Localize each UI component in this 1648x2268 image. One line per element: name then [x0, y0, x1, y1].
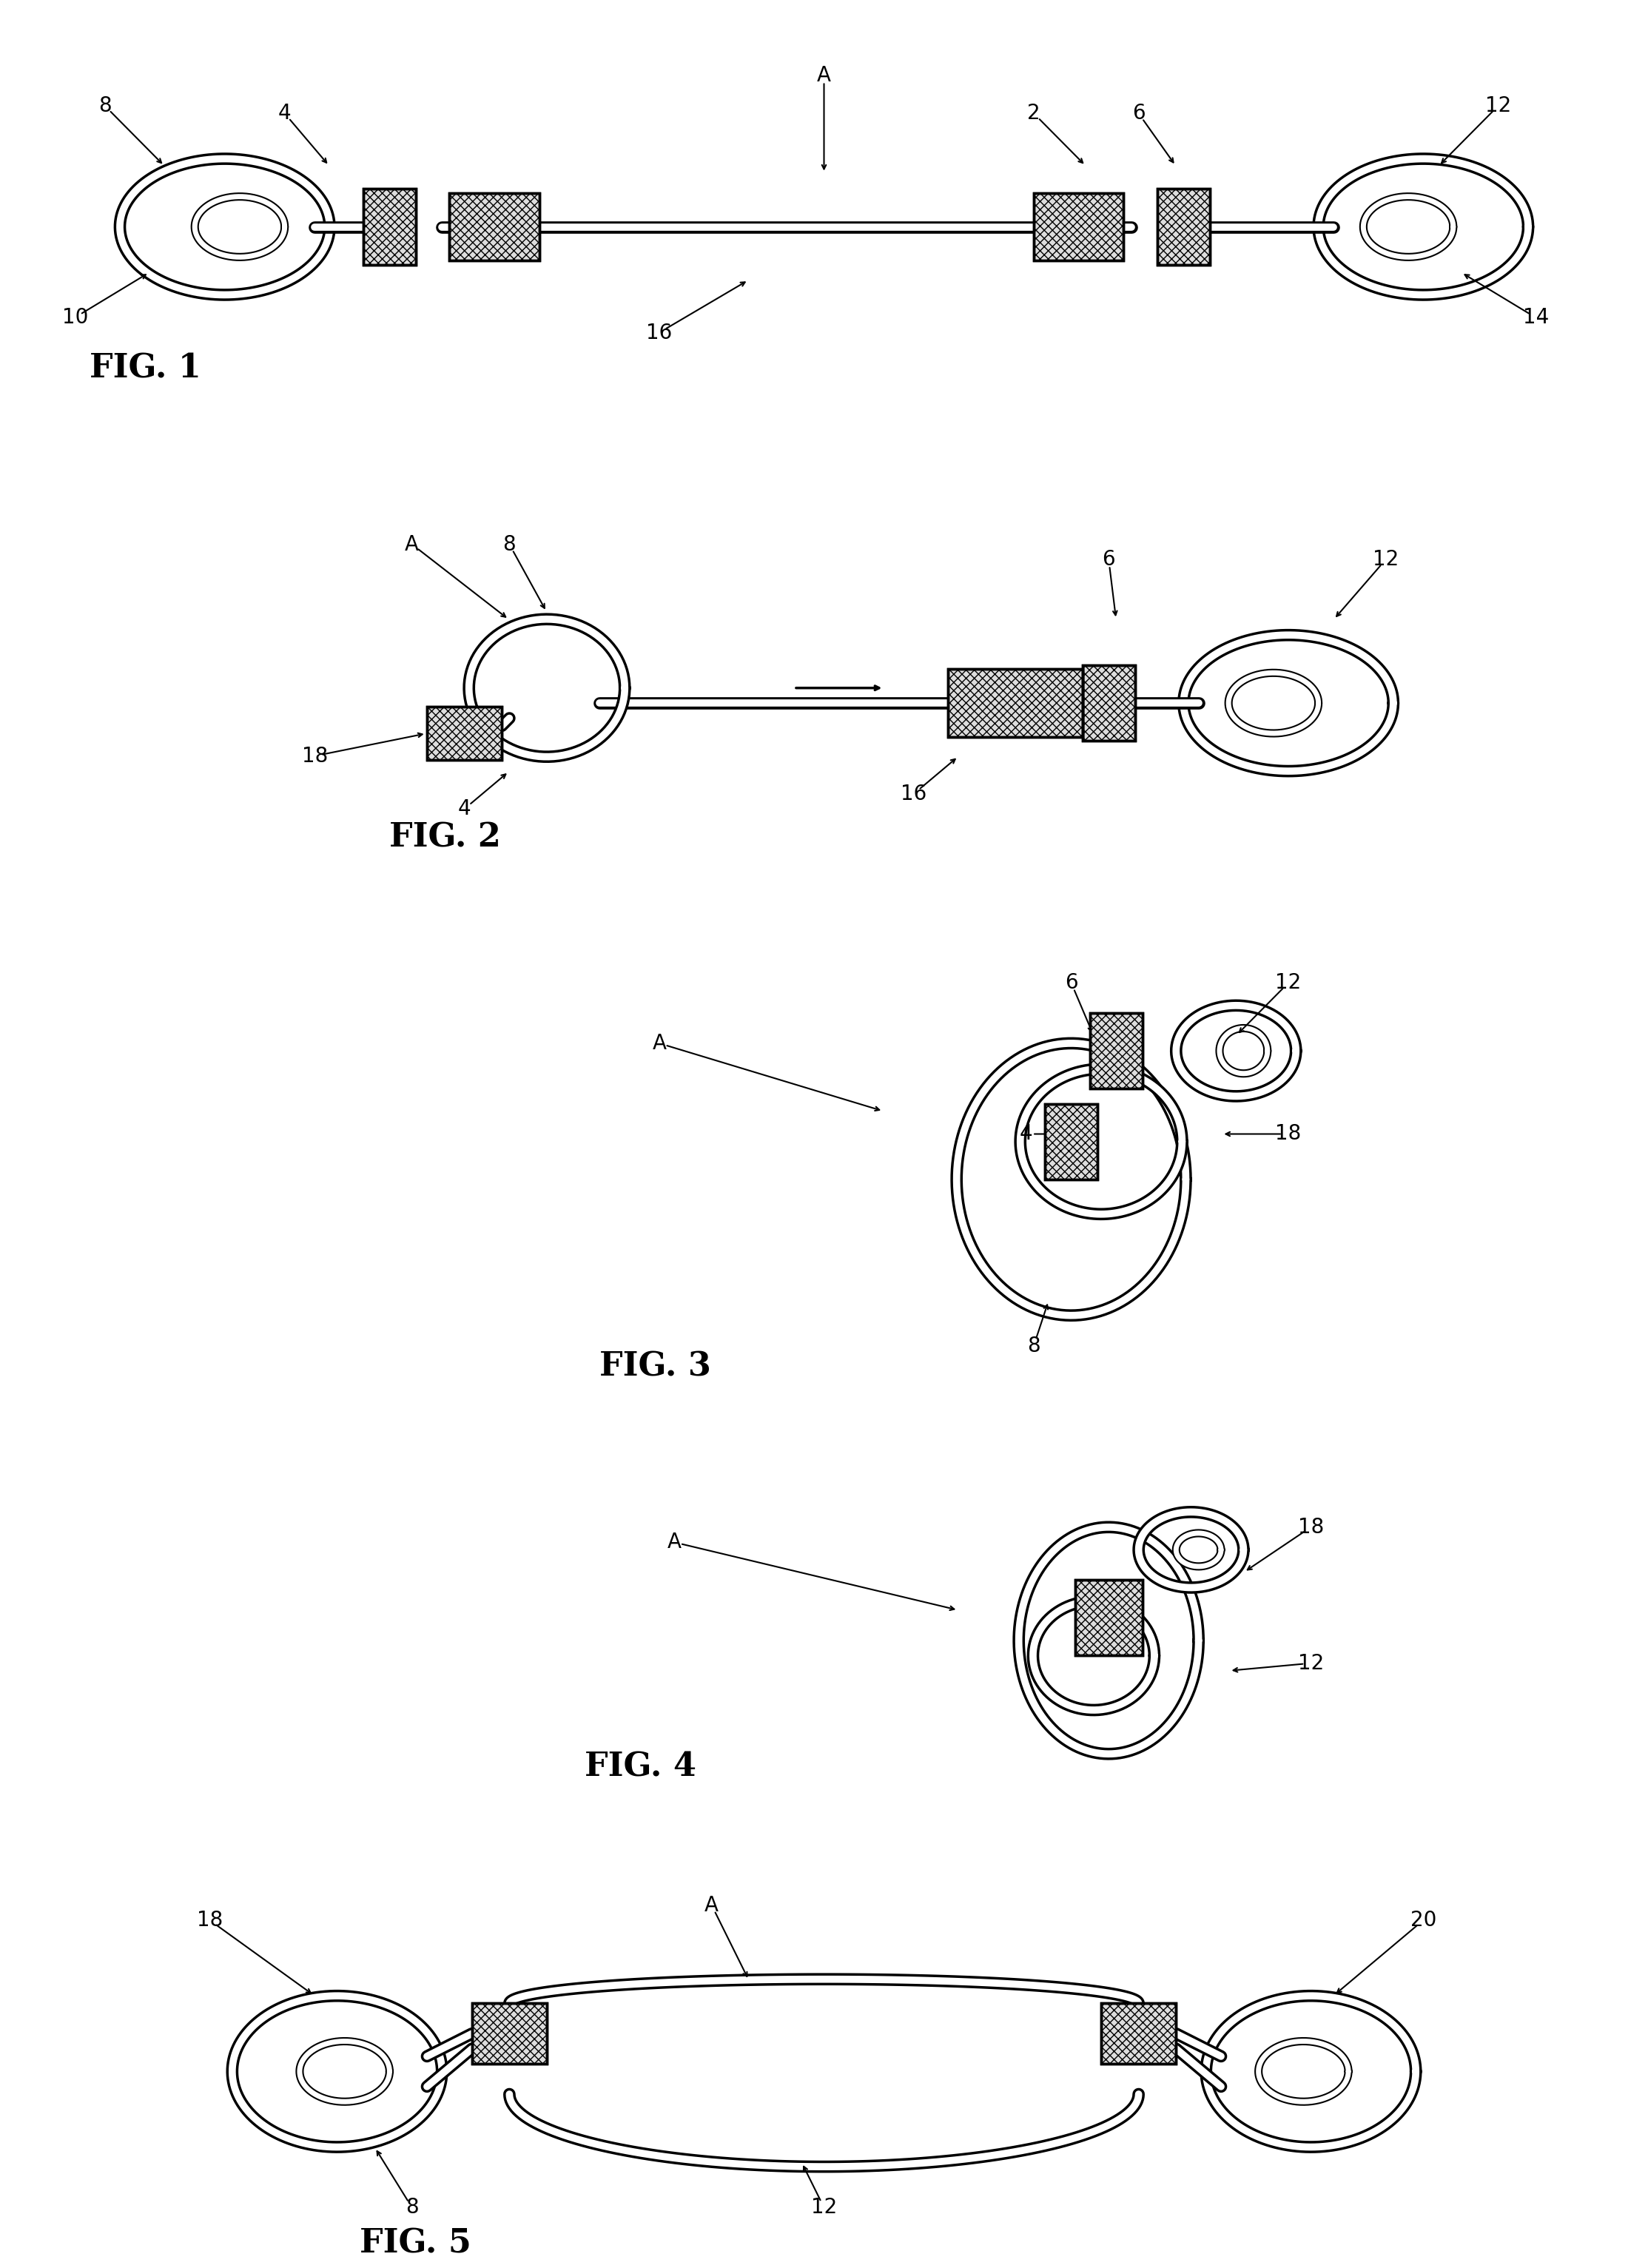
- Text: 10: 10: [63, 306, 87, 329]
- Bar: [948, 669, 1083, 737]
- Text: FIG. 1: FIG. 1: [91, 354, 201, 386]
- Bar: [1083, 665, 1135, 742]
- Text: 12: 12: [1299, 1653, 1323, 1674]
- Text: A: A: [405, 533, 419, 556]
- Text: 18: 18: [302, 746, 328, 767]
- Text: A: A: [667, 1531, 681, 1554]
- Bar: [1074, 1581, 1142, 1656]
- Bar: [948, 669, 1083, 737]
- Bar: [1101, 2003, 1177, 2064]
- Bar: [1045, 1105, 1098, 1179]
- Bar: [1157, 188, 1210, 265]
- Text: 16: 16: [901, 782, 926, 805]
- Text: 8: 8: [405, 2198, 419, 2218]
- Bar: [427, 708, 503, 760]
- Bar: [1089, 1014, 1142, 1089]
- Text: 6: 6: [1065, 973, 1078, 993]
- Text: 12: 12: [811, 2198, 837, 2218]
- Bar: [1074, 1581, 1142, 1656]
- Bar: [427, 708, 503, 760]
- Text: 8: 8: [1027, 1336, 1040, 1356]
- Text: 12: 12: [1373, 549, 1399, 569]
- Text: 12: 12: [1485, 95, 1511, 116]
- Bar: [450, 193, 539, 261]
- Bar: [1083, 665, 1135, 742]
- Bar: [363, 188, 415, 265]
- Bar: [1033, 193, 1124, 261]
- Bar: [1157, 188, 1210, 265]
- Text: 4: 4: [279, 102, 292, 125]
- Text: FIG. 3: FIG. 3: [600, 1352, 710, 1383]
- Text: FIG. 4: FIG. 4: [585, 1751, 695, 1783]
- Bar: [1089, 1014, 1142, 1089]
- Text: 4: 4: [458, 798, 471, 819]
- Bar: [1033, 193, 1124, 261]
- Text: FIG. 2: FIG. 2: [389, 821, 501, 853]
- Bar: [1101, 2003, 1177, 2064]
- Bar: [471, 2003, 547, 2064]
- Bar: [471, 2003, 547, 2064]
- Text: 18: 18: [1276, 1123, 1302, 1145]
- Text: 6: 6: [1103, 549, 1116, 569]
- Text: A: A: [653, 1032, 666, 1055]
- Text: 12: 12: [1276, 973, 1302, 993]
- Text: 8: 8: [99, 95, 112, 116]
- Text: A: A: [705, 1894, 719, 1916]
- Text: 2: 2: [1027, 102, 1040, 125]
- Text: 14: 14: [1523, 306, 1549, 329]
- Text: 8: 8: [503, 533, 516, 556]
- Text: 20: 20: [1411, 1910, 1437, 1930]
- Bar: [363, 188, 415, 265]
- Text: 6: 6: [1132, 102, 1145, 125]
- Bar: [450, 193, 539, 261]
- Bar: [1045, 1105, 1098, 1179]
- Text: 18: 18: [1299, 1517, 1323, 1538]
- Text: 16: 16: [646, 322, 672, 342]
- Text: FIG. 5: FIG. 5: [359, 2227, 471, 2259]
- Text: A: A: [817, 66, 831, 86]
- Text: 18: 18: [196, 1910, 222, 1930]
- Text: 4: 4: [1020, 1123, 1033, 1145]
